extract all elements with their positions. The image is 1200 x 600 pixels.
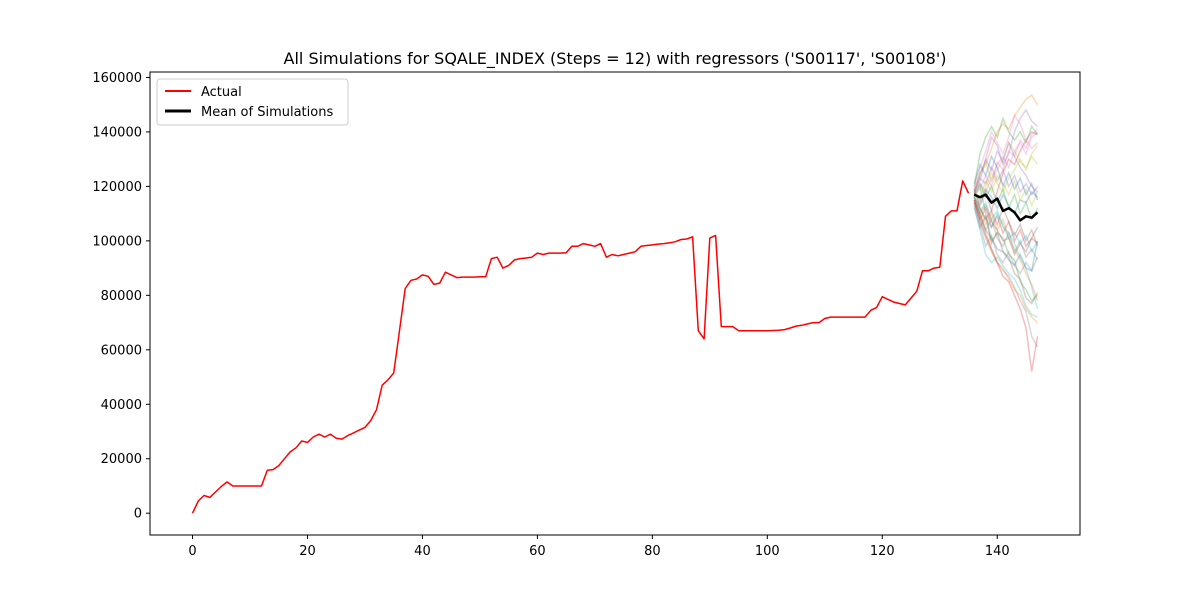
simulation-lines — [973, 94, 1039, 372]
y-tick-label: 100000 — [92, 234, 142, 249]
simulation-line — [973, 173, 1039, 208]
y-tick-label: 60000 — [101, 343, 142, 358]
legend-box — [156, 78, 349, 126]
legend: Actual Mean of Simulations — [156, 78, 349, 126]
y-tick-label: 0 — [134, 507, 142, 522]
mean-simulation-line — [973, 193, 1039, 222]
simulation-line — [973, 208, 1038, 318]
actual-line — [191, 180, 970, 514]
simulation-line — [973, 141, 1039, 190]
x-tick-label: 80 — [644, 544, 661, 559]
simulation-line — [973, 202, 1039, 261]
simulation-line — [973, 140, 1039, 193]
simulation-line — [973, 202, 1039, 348]
simulation-line — [973, 197, 1039, 310]
simulation-line — [973, 202, 1039, 275]
x-tick-label: 60 — [529, 544, 546, 559]
simulation-line — [973, 199, 1039, 372]
y-tick-label: 40000 — [101, 398, 142, 413]
simulation-line — [973, 130, 1038, 221]
simulation-line — [973, 145, 1039, 202]
legend-label-actual: Actual — [201, 85, 242, 100]
y-tick-label: 160000 — [92, 71, 142, 86]
y-tick-label: 140000 — [92, 125, 142, 140]
simulation-line — [973, 205, 1039, 305]
simulation-line — [973, 197, 1039, 324]
x-tick-label: 120 — [870, 544, 895, 559]
y-tick-label: 120000 — [92, 180, 142, 195]
x-tick-label: 100 — [755, 544, 780, 559]
x-tick-label: 0 — [188, 544, 196, 559]
simulation-line — [973, 94, 1039, 195]
simulation-line — [973, 131, 1039, 195]
x-tick-label: 140 — [985, 544, 1010, 559]
chart-title: All Simulations for SQALE_INDEX (Steps =… — [284, 49, 947, 69]
legend-label-mean: Mean of Simulations — [201, 105, 333, 120]
simulation-line — [973, 154, 1039, 201]
simulation-line — [973, 199, 1039, 302]
simulation-line — [973, 116, 1039, 187]
plot-area — [149, 71, 1081, 536]
x-axis: 0 20 40 60 80 100 120 140 — [188, 535, 1010, 559]
plot-frame — [149, 71, 1081, 536]
simulation-line — [973, 165, 1039, 197]
y-tick-label: 20000 — [101, 452, 142, 467]
simulation-line — [973, 187, 1039, 216]
simulation-line — [973, 184, 1039, 303]
simulation-line — [973, 199, 1039, 272]
y-tick-label: 80000 — [101, 289, 142, 304]
simulation-line — [973, 197, 1039, 257]
x-tick-label: 20 — [299, 544, 316, 559]
main-lines — [191, 180, 1039, 514]
simulation-line — [973, 128, 1039, 196]
y-axis: 0 20000 40000 60000 80000 100000 120000 140000 1… — [92, 71, 150, 522]
simulation-line — [973, 196, 1039, 254]
simulation-line — [973, 199, 1039, 248]
x-tick-label: 40 — [414, 544, 431, 559]
simulation-line — [973, 108, 1039, 193]
simulation-line — [973, 113, 1039, 190]
